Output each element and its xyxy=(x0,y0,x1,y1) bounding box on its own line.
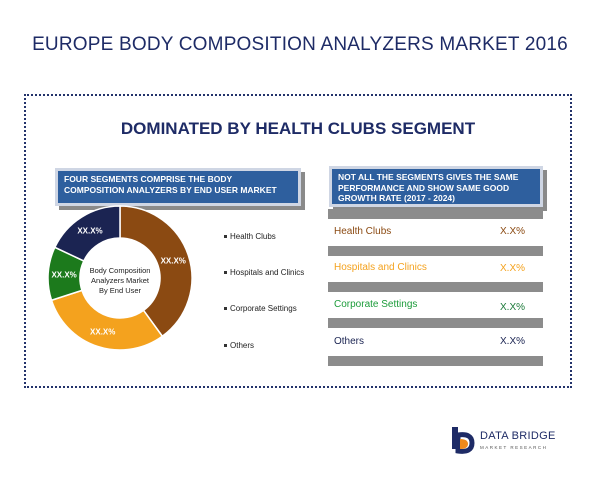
page-title: EUROPE BODY COMPOSITION ANALYZERS MARKET… xyxy=(32,34,568,55)
legend-bullet xyxy=(224,271,227,275)
legend-bullet xyxy=(224,235,227,239)
legend-label: Hospitals and Clinics xyxy=(230,268,305,277)
growth-row-label: Others xyxy=(334,336,365,347)
legend-label: Others xyxy=(230,341,255,350)
center-label-line-1: Body Composition xyxy=(90,266,151,275)
growth-row-value: X.X% xyxy=(500,263,526,274)
center-label-line-3: By End User xyxy=(99,286,142,295)
logo-tagline: MARKET RESEARCH xyxy=(480,445,548,450)
growth-header-box: NOT ALL THE SEGMENTS GIVES THE SAME PERF… xyxy=(329,166,543,207)
table-divider xyxy=(328,318,543,328)
legend-bullet xyxy=(224,307,227,311)
donut-slice xyxy=(119,205,193,338)
table-divider xyxy=(328,282,543,292)
legend-item: Hospitals and Clinics xyxy=(224,268,304,277)
legend-item: Corporate Settings xyxy=(224,304,297,313)
slice-data-label: XX.X% xyxy=(90,327,115,336)
growth-row-label: Hospitals and Clinics xyxy=(334,262,427,273)
legend-item: Others xyxy=(224,341,254,350)
section-subtitle: DOMINATED BY HEALTH CLUBS SEGMENT xyxy=(120,119,476,138)
growth-row-value: X.X% xyxy=(500,302,526,313)
donut-slice xyxy=(50,289,164,351)
growth-row-value: X.X% xyxy=(500,226,526,237)
legend-bullet xyxy=(224,344,227,348)
segments-header-box: FOUR SEGMENTS COMPRISE THE BODY COMPOSIT… xyxy=(55,168,301,206)
table-divider xyxy=(328,209,543,219)
legend-item: Health Clubs xyxy=(224,232,276,241)
center-label-line-2: Analyzers Market xyxy=(91,276,150,285)
legend-label: Health Clubs xyxy=(230,232,276,241)
legend-label: Corporate Settings xyxy=(230,304,297,313)
logo-name: DATA BRIDGE xyxy=(480,430,556,442)
donut-slice xyxy=(53,205,121,262)
dotted-frame xyxy=(24,94,572,388)
growth-row-label: Corporate Settings xyxy=(334,299,418,310)
growth-row-value: X.X% xyxy=(500,336,526,347)
slice-data-label: XX.X% xyxy=(77,227,102,236)
slice-data-label: XX.X% xyxy=(51,270,76,279)
table-divider xyxy=(328,356,543,366)
data-bridge-logo-icon xyxy=(452,427,475,454)
donut-chart: XX.X% XX.X% XX.X% XX.X% Body Composition An… xyxy=(47,205,193,351)
table-divider xyxy=(328,246,543,256)
growth-row-label: Health Clubs xyxy=(334,226,392,237)
slice-data-label: XX.X% xyxy=(161,257,186,266)
